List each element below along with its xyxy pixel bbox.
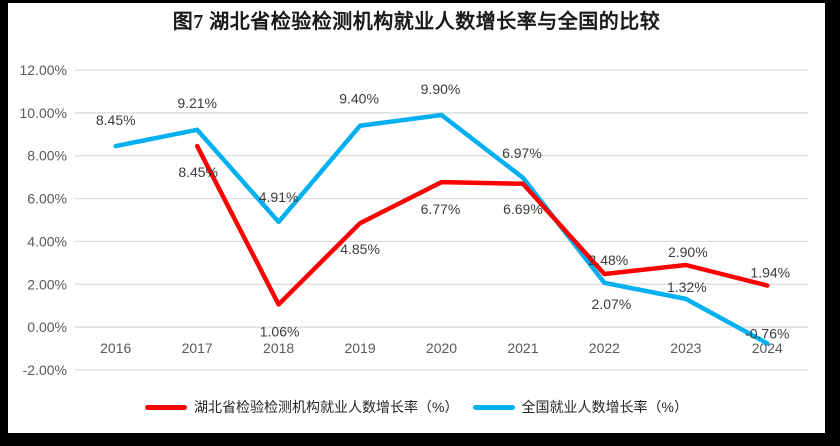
data-label-hubei: 8.45% bbox=[178, 164, 218, 180]
data-label-hubei: 1.06% bbox=[260, 323, 300, 339]
x-axis-label: 2017 bbox=[182, 340, 213, 356]
data-label-hubei: 2.48% bbox=[589, 252, 629, 268]
data-label-national: -0.76% bbox=[745, 325, 789, 341]
y-axis-label: 0.00% bbox=[27, 319, 67, 335]
y-axis-label: 4.00% bbox=[27, 233, 67, 249]
data-label-hubei: 6.69% bbox=[503, 201, 543, 217]
chart-legend: 湖北省检验检测机构就业人数增长率（%） 全国就业人数增长率（%） bbox=[8, 397, 825, 417]
y-axis-label: 8.00% bbox=[27, 148, 67, 164]
data-label-hubei: 2.90% bbox=[668, 244, 708, 260]
x-axis-label: 2022 bbox=[589, 340, 620, 356]
x-axis-label: 2019 bbox=[344, 340, 375, 356]
y-axis-label: -2.00% bbox=[23, 362, 67, 378]
legend-label-hubei: 湖北省检验检测机构就业人数增长率（%） bbox=[194, 399, 459, 415]
chart-title: 图7 湖北省检验检测机构就业人数增长率与全国的比较 bbox=[172, 11, 661, 33]
x-axis-label: 2021 bbox=[507, 340, 538, 356]
data-label-national: 8.45% bbox=[96, 112, 136, 128]
data-label-hubei: 6.77% bbox=[421, 201, 461, 217]
series-line-national bbox=[113, 112, 770, 346]
plot-area: 12.00% 10.00% 8.00% 6.00% 4.00% 2.00% 0.00% -2.… bbox=[20, 62, 808, 378]
legend-swatch-national-line bbox=[472, 404, 515, 410]
y-axis-label: 2.00% bbox=[27, 276, 67, 292]
series-line-hubei bbox=[194, 143, 770, 307]
data-label-hubei: 4.85% bbox=[340, 241, 380, 257]
y-axis-label: 10.00% bbox=[20, 105, 67, 121]
x-axis-label: 2020 bbox=[426, 340, 457, 356]
x-axis-label: 2016 bbox=[100, 340, 131, 356]
x-axis-label: 2024 bbox=[752, 340, 783, 356]
data-label-national: 9.40% bbox=[339, 91, 379, 107]
data-label-national: 2.07% bbox=[592, 296, 632, 312]
data-label-national: 4.91% bbox=[259, 189, 299, 205]
x-axis-label: 2018 bbox=[263, 340, 294, 356]
data-label-national: 9.21% bbox=[177, 95, 217, 111]
legend-item-hubei: 湖北省检验检测机构就业人数增长率（%） bbox=[145, 397, 459, 417]
y-axis-label: 12.00% bbox=[20, 62, 67, 78]
x-axis-label: 2023 bbox=[670, 340, 701, 356]
legend-label-national: 全国就业人数增长率（%） bbox=[521, 399, 688, 415]
data-label-hubei: 1.94% bbox=[750, 265, 790, 281]
data-label-national: 9.90% bbox=[421, 81, 461, 97]
data-label-national: 6.97% bbox=[502, 145, 542, 161]
data-label-national: 1.32% bbox=[667, 279, 707, 295]
y-axis-label: 6.00% bbox=[27, 191, 67, 207]
legend-swatch-hubei-line bbox=[145, 404, 188, 410]
legend-item-national: 全国就业人数增长率（%） bbox=[472, 397, 688, 417]
